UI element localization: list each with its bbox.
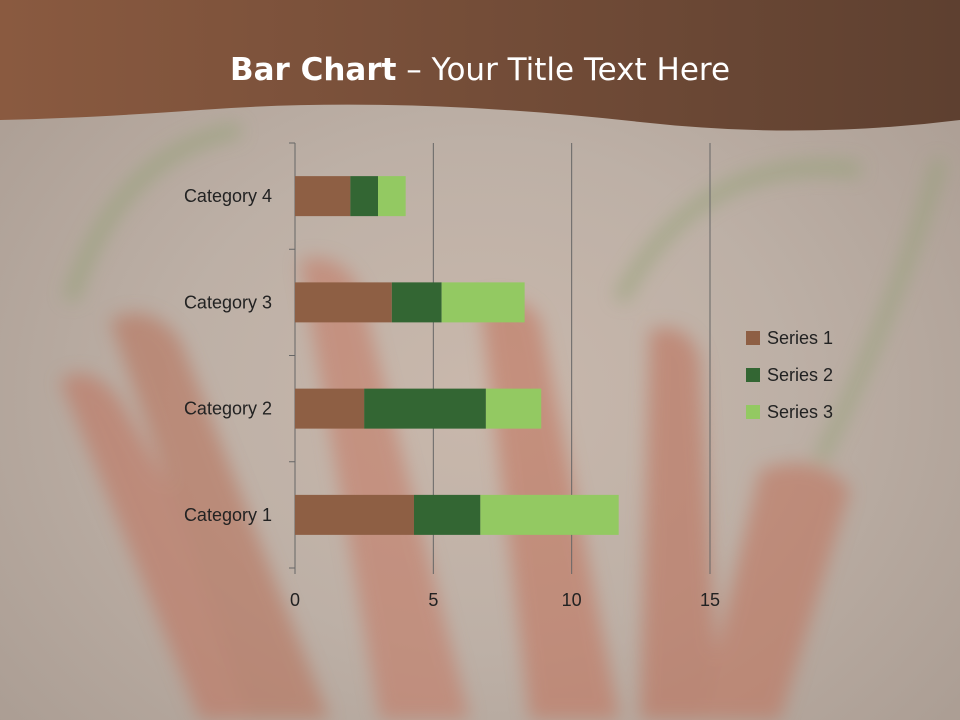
- bar-series-1: [295, 176, 351, 217]
- legend-label: Series 1: [767, 328, 833, 348]
- x-tick-label: 5: [428, 590, 438, 610]
- bar-series-1: [295, 388, 365, 429]
- legend-swatch: [746, 368, 760, 382]
- x-tick-label: 15: [700, 590, 720, 610]
- bar-series-2: [364, 388, 486, 429]
- bar-series-3: [485, 388, 542, 429]
- x-tick-label: 0: [290, 590, 300, 610]
- legend-label: Series 2: [767, 365, 833, 385]
- legend-swatch: [746, 331, 760, 345]
- title-rest: – Your Title Text Here: [396, 52, 731, 88]
- category-label: Category 4: [184, 186, 272, 206]
- x-tick-label: 10: [562, 590, 582, 610]
- bar-series-2: [350, 176, 378, 217]
- bar-series-2: [391, 282, 442, 323]
- bar-series-3: [378, 176, 406, 217]
- category-label: Category 3: [184, 292, 272, 312]
- title-bold: Bar Chart: [229, 52, 397, 88]
- header-banner: [0, 0, 960, 131]
- bar-series-1: [295, 494, 414, 535]
- category-label: Category 1: [184, 505, 272, 525]
- slide-title: Bar Chart – Your Title Text Here: [0, 52, 960, 88]
- legend-label: Series 3: [767, 402, 833, 422]
- bar-series-3: [441, 282, 525, 323]
- bar-series-3: [480, 494, 619, 535]
- category-label: Category 2: [184, 399, 272, 419]
- legend-swatch: [746, 405, 760, 419]
- bar-series-1: [295, 282, 392, 323]
- bar-series-2: [413, 494, 481, 535]
